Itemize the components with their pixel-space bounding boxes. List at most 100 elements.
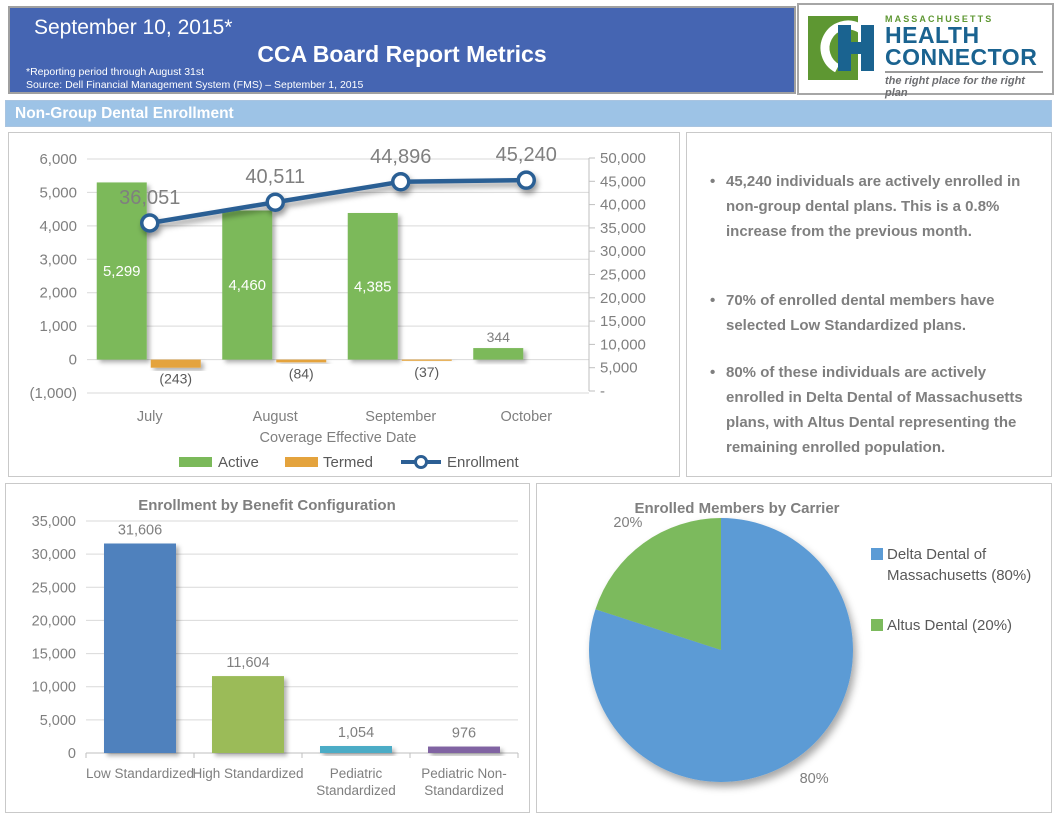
benefit-configuration-chart: Enrollment by Benefit Configuration 0 5,00… bbox=[32, 497, 519, 798]
legend-label: Delta Dental of bbox=[887, 546, 987, 563]
left-axis-tick-label: 1,000 bbox=[39, 318, 77, 335]
pie-percent-label: 20% bbox=[613, 515, 642, 531]
bullet-item: 45,240 individuals are actively enrolled… bbox=[709, 169, 1035, 244]
x-category-label: Pediatric Non- bbox=[421, 766, 507, 781]
legend-swatch bbox=[871, 619, 883, 631]
active-bar-label: 4,385 bbox=[354, 278, 392, 295]
x-category-label: October bbox=[500, 409, 552, 425]
left-axis-tick-label: 6,000 bbox=[39, 151, 77, 168]
benefit-bar-label: 31,606 bbox=[118, 522, 162, 538]
y-axis-tick-label: 5,000 bbox=[40, 713, 76, 729]
right-axis-tick-label: 25,000 bbox=[600, 267, 646, 284]
left-axis-tick-label: 0 bbox=[69, 352, 77, 369]
report-title: CCA Board Report Metrics bbox=[257, 41, 547, 67]
legend-swatch-active bbox=[179, 457, 212, 467]
benefit-configuration-chart-panel: Enrollment by Benefit Configuration 0 5,00… bbox=[5, 483, 530, 813]
y-axis-tick-label: 10,000 bbox=[32, 680, 76, 696]
right-axis-tick-label: 45,000 bbox=[600, 173, 646, 190]
logo-region-label: MASSACHUSETTS bbox=[885, 14, 994, 24]
right-axis-tick-label: 20,000 bbox=[600, 290, 646, 307]
y-axis-tick-label: 0 bbox=[68, 746, 76, 762]
enrollment-value-label: 45,240 bbox=[496, 144, 557, 166]
x-category-label: Standardized bbox=[424, 783, 504, 798]
active-bar-label: 344 bbox=[487, 329, 511, 345]
right-axis-tick-label: 5,000 bbox=[600, 360, 638, 377]
left-axis-tick-label: 2,000 bbox=[39, 285, 77, 302]
y-axis-tick-label: 30,000 bbox=[32, 547, 76, 563]
logo-text: MASSACHUSETTS HEALTH CONNECTOR the right… bbox=[885, 14, 1045, 99]
benefit-bar bbox=[104, 543, 176, 753]
pie-percent-label: 80% bbox=[800, 771, 829, 787]
benefit-bar-label: 976 bbox=[452, 726, 476, 742]
active-bar bbox=[96, 182, 147, 360]
termed-bar-label: (84) bbox=[289, 365, 314, 381]
y-axis-tick-label: 25,000 bbox=[32, 580, 76, 596]
enrollment-marker bbox=[516, 170, 536, 190]
legend-marker-enrollment bbox=[414, 455, 428, 469]
footnote-source: Source: Dell Financial Management System… bbox=[26, 79, 364, 91]
enrollment-line bbox=[147, 177, 529, 226]
right-axis-tick-label: - bbox=[600, 383, 605, 400]
enrollment-marker bbox=[391, 172, 411, 192]
right-axis-tick-label: 50,000 bbox=[600, 150, 646, 167]
enrollment-trend-chart-panel: 6,000 5,000 4,000 3,000 2,000 1,000 0 (1,000) 50… bbox=[8, 132, 680, 477]
active-bar bbox=[222, 210, 273, 360]
legend-label: Altus Dental (20%) bbox=[887, 617, 1012, 634]
report-date: September 10, 2015* bbox=[34, 16, 233, 39]
active-bar-label: 5,299 bbox=[103, 263, 141, 280]
termed-bar bbox=[401, 359, 452, 361]
enrollment-marker bbox=[265, 192, 285, 212]
legend-label-active: Active bbox=[218, 454, 259, 471]
bullet-item: 80% of these individuals are actively en… bbox=[709, 360, 1035, 460]
carrier-pie-chart: Enrolled Members by Carrier 80% 20% Delta D… bbox=[589, 500, 1031, 787]
chart-title: Enrollment by Benefit Configuration bbox=[138, 497, 396, 514]
x-category-label: July bbox=[137, 409, 164, 425]
enrollment-trend-chart: 6,000 5,000 4,000 3,000 2,000 1,000 0 (1,000) 50… bbox=[29, 144, 646, 471]
benefit-bar bbox=[428, 746, 500, 753]
pie-group bbox=[589, 518, 853, 782]
x-category-label: High Standardized bbox=[192, 766, 303, 781]
section-banner: Non-Group Dental Enrollment bbox=[5, 100, 1052, 127]
y-axis-tick-label: 35,000 bbox=[32, 514, 76, 530]
x-category-label: Standardized bbox=[316, 783, 396, 798]
enrollment-value-label: 36,051 bbox=[119, 187, 180, 209]
x-category-label: September bbox=[365, 409, 436, 425]
enrollment-value-label: 44,896 bbox=[370, 146, 431, 168]
logo-name-line1: HEALTH bbox=[885, 22, 980, 48]
y-axis-tick-label: 20,000 bbox=[32, 613, 76, 629]
bullet-item: 70% of enrolled dental members have sele… bbox=[709, 288, 1035, 338]
health-connector-logo: MASSACHUSETTS HEALTH CONNECTOR the right… bbox=[797, 3, 1054, 99]
x-axis-title: Coverage Effective Date bbox=[260, 430, 417, 446]
x-category-label: Pediatric bbox=[330, 766, 383, 781]
logo-tagline: the right place for the right plan bbox=[885, 75, 1025, 99]
legend-label-termed: Termed bbox=[323, 454, 373, 471]
insights-panel: 45,240 individuals are actively enrolled… bbox=[686, 132, 1052, 477]
legend-label: Massachusetts (80%) bbox=[887, 567, 1031, 584]
termed-bar-label: (37) bbox=[414, 364, 439, 380]
carrier-pie-chart-panel: Enrolled Members by Carrier 80% 20% Delta D… bbox=[536, 483, 1052, 813]
legend-swatch bbox=[871, 548, 883, 560]
termed-bar bbox=[276, 359, 327, 363]
benefit-bar-label: 11,604 bbox=[226, 655, 269, 671]
left-axis-tick-label: 3,000 bbox=[39, 251, 77, 268]
insights-list: 45,240 individuals are actively enrolled… bbox=[709, 169, 1035, 460]
report-header: September 10, 2015* CCA Board Report Met… bbox=[8, 6, 796, 94]
enrollment-value-label: 40,511 bbox=[245, 166, 305, 188]
active-bar bbox=[347, 212, 398, 360]
left-axis-tick-label: 5,000 bbox=[39, 184, 77, 201]
enrollment-marker bbox=[140, 213, 160, 233]
right-axis-tick-label: 15,000 bbox=[600, 313, 646, 330]
x-category-label: August bbox=[253, 409, 298, 425]
footnote-reporting-period: *Reporting period through August 31st bbox=[26, 66, 205, 78]
legend-label-enrollment: Enrollment bbox=[447, 454, 520, 471]
benefit-bar-label: 1,054 bbox=[338, 725, 374, 741]
termed-bar-label: (243) bbox=[159, 371, 192, 387]
legend-swatch-termed bbox=[285, 457, 318, 467]
right-axis-tick-label: 40,000 bbox=[600, 197, 646, 214]
logo-name-line2: CONNECTOR bbox=[885, 44, 1038, 70]
right-axis-tick-label: 30,000 bbox=[600, 243, 646, 260]
left-axis-tick-label: 4,000 bbox=[39, 218, 77, 235]
y-axis-tick-label: 15,000 bbox=[32, 647, 76, 663]
pie-slice bbox=[595, 518, 721, 650]
